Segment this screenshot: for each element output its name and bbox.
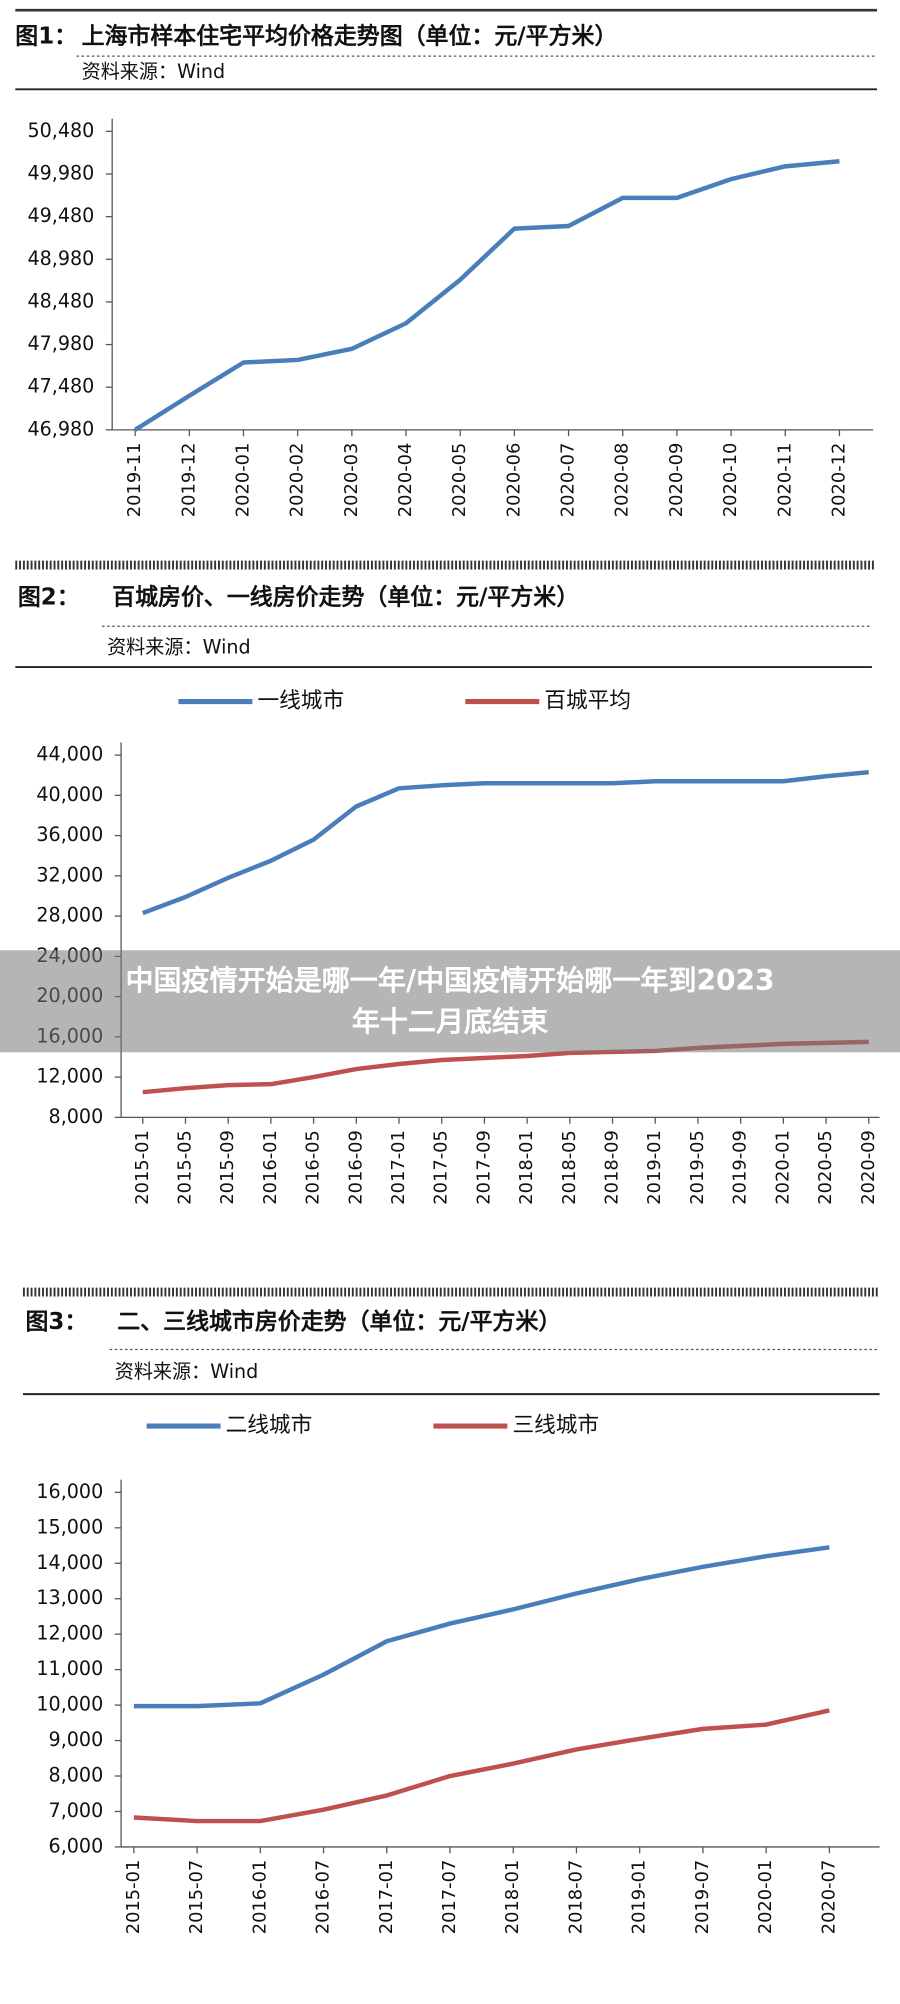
y-tick-label: 8,000 — [49, 1764, 104, 1787]
x-tick-label: 2019-09 — [730, 1130, 751, 1205]
x-tick-label: 2016-05 — [303, 1130, 324, 1205]
y-tick-label: 6,000 — [49, 1834, 104, 1857]
x-tick-label: 2017-01 — [388, 1130, 409, 1205]
source-note: 资料来源：Wind — [82, 60, 226, 83]
x-tick-label: 2015-07 — [186, 1860, 207, 1935]
x-tick-label: 2015-09 — [217, 1130, 238, 1205]
x-tick-label: 2017-01 — [376, 1860, 397, 1935]
figure-label: 图2： — [18, 585, 80, 611]
x-tick-label: 2020-01 — [772, 1130, 793, 1205]
x-tick-label: 2018-07 — [565, 1860, 586, 1935]
legend-label: 二线城市 — [226, 1413, 313, 1438]
x-tick-label: 2020-11 — [774, 443, 795, 518]
series-line — [133, 1545, 830, 1709]
x-tick-label: 2019-05 — [687, 1130, 708, 1205]
x-tick-label: 2019-01 — [629, 1860, 650, 1935]
x-tick-label: 2019-12 — [178, 443, 199, 518]
series-line — [133, 159, 840, 432]
x-tick-label: 2018-01 — [516, 1130, 537, 1205]
x-tick-label: 2019-11 — [124, 443, 145, 518]
x-tick-label: 2017-05 — [431, 1130, 452, 1205]
y-tick-label: 48,980 — [27, 247, 94, 270]
x-tick-label: 2020-01 — [232, 443, 253, 518]
series-line — [133, 1708, 830, 1824]
overlay-title: 年十二月底结束 — [352, 1005, 548, 1038]
legend-label: 一线城市 — [258, 689, 345, 714]
x-tick-label: 2020-03 — [341, 443, 362, 518]
overlay-band — [0, 950, 900, 1053]
y-tick-label: 13,000 — [36, 1586, 103, 1609]
y-tick-label: 49,480 — [27, 204, 94, 227]
x-tick-label: 2020-12 — [828, 443, 849, 518]
x-tick-label: 2020-09 — [666, 443, 687, 518]
x-tick-label: 2020-06 — [503, 443, 524, 518]
series-line — [141, 769, 869, 916]
x-tick-label: 2016-01 — [249, 1860, 270, 1935]
y-tick-label: 12,000 — [36, 1065, 103, 1088]
y-tick-label: 15,000 — [36, 1515, 103, 1538]
chart-title: 百城房价、一线房价走势（单位：元/平方米） — [112, 584, 579, 611]
y-tick-label: 32,000 — [36, 863, 103, 886]
y-tick-label: 10,000 — [36, 1693, 103, 1716]
source-note: 资料来源：Wind — [115, 1360, 259, 1383]
figure-label: 图3： — [25, 1309, 87, 1335]
x-tick-label: 2020-01 — [755, 1860, 776, 1935]
x-tick-label: 2016-09 — [345, 1130, 366, 1205]
x-tick-label: 2016-01 — [260, 1130, 281, 1205]
x-tick-label: 2020-08 — [612, 443, 633, 518]
y-tick-label: 44,000 — [36, 743, 103, 766]
chart-title: 上海市样本住宅平均价格走势图（单位：元/平方米） — [82, 22, 618, 49]
y-tick-label: 40,000 — [36, 783, 103, 806]
y-tick-label: 11,000 — [36, 1657, 103, 1680]
x-tick-label: 2017-07 — [439, 1860, 460, 1935]
chart-title: 二、三线城市房价走势（单位：元/平方米） — [117, 1308, 561, 1335]
x-tick-label: 2016-07 — [313, 1860, 334, 1935]
figure-label: 图1： — [15, 23, 77, 49]
y-tick-label: 49,980 — [27, 162, 94, 185]
x-tick-label: 2020-07 — [818, 1860, 839, 1935]
x-tick-label: 2020-07 — [558, 443, 579, 518]
overlay-title: 中国疫情开始是哪一年/中国疫情开始哪一年到2023 — [125, 964, 774, 997]
y-tick-label: 36,000 — [36, 823, 103, 846]
y-tick-label: 7,000 — [49, 1799, 104, 1822]
x-tick-label: 2018-05 — [559, 1130, 580, 1205]
x-tick-label: 2019-01 — [644, 1130, 665, 1205]
x-tick-label: 2020-05 — [449, 443, 470, 518]
y-tick-label: 50,480 — [27, 119, 94, 142]
y-tick-label: 47,480 — [27, 375, 94, 398]
source-note: 资料来源：Wind — [107, 635, 251, 658]
x-tick-label: 2020-10 — [720, 443, 741, 518]
y-tick-label: 47,980 — [27, 332, 94, 355]
y-tick-label: 9,000 — [49, 1728, 104, 1751]
x-tick-label: 2018-09 — [602, 1130, 623, 1205]
y-tick-label: 48,480 — [27, 289, 94, 312]
x-tick-label: 2018-01 — [502, 1860, 523, 1935]
y-tick-label: 16,000 — [36, 1480, 103, 1503]
y-tick-label: 46,980 — [27, 417, 94, 440]
x-tick-label: 2017-09 — [473, 1130, 494, 1205]
y-tick-label: 14,000 — [36, 1551, 103, 1574]
y-tick-label: 12,000 — [36, 1622, 103, 1645]
x-tick-label: 2019-07 — [692, 1860, 713, 1935]
x-tick-label: 2015-05 — [174, 1130, 195, 1205]
legend-label: 百城平均 — [544, 689, 631, 714]
x-tick-label: 2020-04 — [395, 443, 416, 518]
legend-label: 三线城市 — [512, 1413, 599, 1438]
y-tick-label: 28,000 — [36, 904, 103, 927]
x-tick-label: 2020-02 — [287, 443, 308, 518]
x-tick-label: 2020-05 — [815, 1130, 836, 1205]
x-tick-label: 2015-01 — [123, 1860, 144, 1935]
x-tick-label: 2015-01 — [132, 1130, 153, 1205]
y-tick-label: 8,000 — [49, 1105, 104, 1128]
x-tick-label: 2020-09 — [858, 1130, 879, 1205]
